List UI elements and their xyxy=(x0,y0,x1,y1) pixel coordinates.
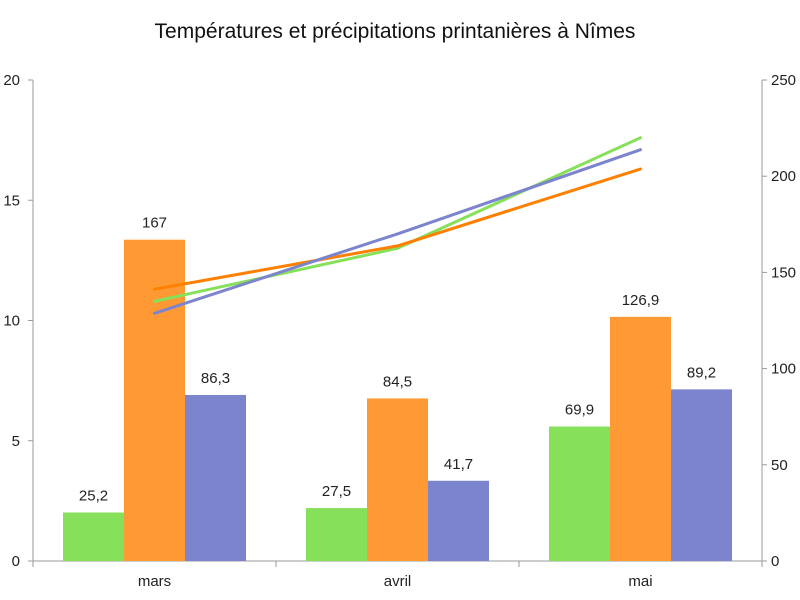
y-left-tick-label: 15 xyxy=(3,192,20,209)
y-left-tick-label: 10 xyxy=(3,313,20,330)
y-left-tick-label: 20 xyxy=(3,72,20,89)
x-tick-label: avril xyxy=(384,573,412,590)
bar xyxy=(367,398,428,561)
bar-data-label: 86,3 xyxy=(201,370,230,387)
y-right-tick-label: 100 xyxy=(771,361,796,378)
bar xyxy=(610,316,671,561)
y-left-tick-label: 5 xyxy=(12,433,20,450)
bar xyxy=(428,480,489,561)
bar xyxy=(671,389,732,561)
bar-data-label: 27,5 xyxy=(322,483,351,500)
bar xyxy=(124,239,185,561)
series-line xyxy=(153,136,642,303)
bar-data-label: 69,9 xyxy=(565,402,594,419)
x-tick-label: mars xyxy=(138,573,171,590)
y-right-tick-label: 150 xyxy=(771,264,796,281)
data-labels: 25,2 167 86,3 27,5 84,5 41,7 69,9 126,9 89,2 xyxy=(79,215,716,505)
y-right-tick-label: 200 xyxy=(771,168,796,185)
trend-lines xyxy=(153,136,642,315)
y-right-tick-label: 0 xyxy=(771,553,779,570)
y-left-tick-label: 0 xyxy=(12,553,20,570)
bars xyxy=(63,239,732,561)
y-right-tick-label: 250 xyxy=(771,72,796,89)
series-line xyxy=(153,167,642,291)
bar-data-label: 84,5 xyxy=(383,373,412,390)
y-right-tick-label: 50 xyxy=(771,457,788,474)
chart-title: Températures et précipitations printaniè… xyxy=(155,20,636,43)
bar-data-label: 25,2 xyxy=(79,488,108,505)
bar xyxy=(63,512,124,561)
x-tick-label: mai xyxy=(628,573,652,590)
bar-data-label: 89,2 xyxy=(687,364,716,381)
bar-data-label: 41,7 xyxy=(444,456,473,473)
bar xyxy=(185,394,246,561)
bar xyxy=(549,426,610,561)
series-line xyxy=(153,148,642,315)
bar-data-label: 126,9 xyxy=(622,292,660,309)
bar xyxy=(306,508,367,561)
bar-data-label: 167 xyxy=(142,215,167,232)
